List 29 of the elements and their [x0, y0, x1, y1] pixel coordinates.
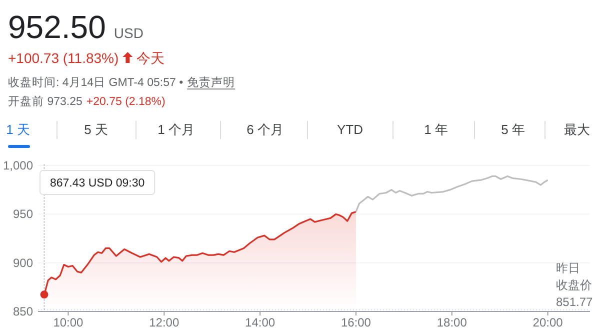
chart-subtitle: USD	[114, 25, 144, 41]
text: 5 天	[84, 122, 108, 137]
x-tick-label: 10:00	[53, 316, 84, 329]
text: 5 年	[501, 122, 525, 137]
text: 今天	[136, 50, 165, 66]
text: 6 个月	[246, 122, 284, 137]
text: 1 年	[424, 122, 448, 137]
y-tick-label: 850	[12, 304, 34, 318]
x-tick-label: 12:00	[149, 316, 180, 329]
text: YTD	[337, 122, 363, 137]
x-tick-label: 20:00	[532, 316, 564, 329]
x-tick-label: 18:00	[436, 316, 468, 329]
text: +100.73 (11.83%)	[8, 50, 119, 66]
text: 免责声明	[187, 76, 236, 89]
y-tick-label: 1,000	[2, 158, 34, 172]
text: 1 天	[6, 122, 30, 137]
ref-line-label: 昨日收盘价 851.77	[556, 260, 594, 309]
y-tick-label: 950	[12, 207, 34, 222]
text: 最大	[564, 122, 590, 137]
text: 开盘前 973.25	[8, 95, 82, 108]
chart-title: 952.50	[8, 9, 106, 45]
text: 收盘时间: 4月14日 GMT-4 05:57 •	[8, 76, 184, 89]
annotation: 867.43 USD 09:30	[50, 178, 145, 190]
line-series	[355, 175, 549, 213]
text: +20.75 (2.18%)	[86, 96, 166, 108]
y-tick-label: 900	[12, 256, 34, 270]
x-tick-label: 14:00	[245, 316, 276, 329]
text: 1 个月	[158, 122, 194, 137]
x-tick-label: 16:00	[340, 316, 372, 329]
